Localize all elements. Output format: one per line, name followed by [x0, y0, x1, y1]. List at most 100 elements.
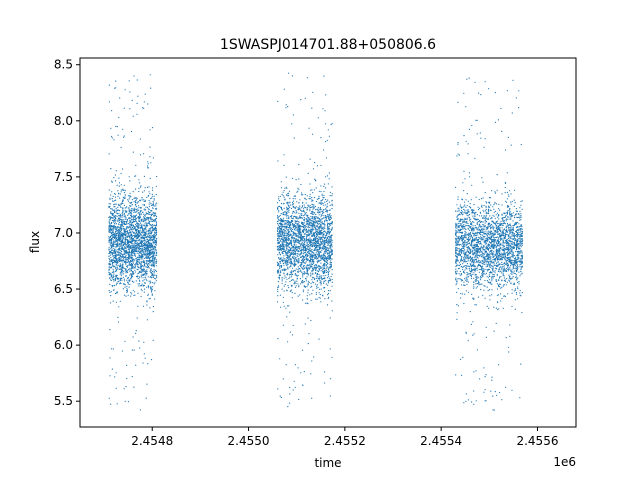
data-point: [156, 237, 158, 240]
data-point: [118, 215, 120, 217]
data-point: [117, 316, 119, 318]
data-point: [128, 232, 130, 234]
data-point: [319, 293, 321, 296]
data-point: [154, 251, 156, 253]
data-point: [286, 231, 288, 233]
data-point: [126, 206, 128, 208]
data-point: [313, 239, 315, 241]
data-point: [289, 311, 291, 313]
data-point: [296, 217, 298, 219]
data-point: [116, 219, 118, 221]
data-point: [129, 195, 131, 197]
data-point: [145, 244, 147, 246]
data-point: [331, 269, 333, 271]
data-point: [111, 254, 113, 256]
data-point: [114, 259, 116, 261]
data-point: [145, 206, 147, 208]
data-point: [294, 207, 296, 209]
data-point: [288, 244, 290, 246]
data-point: [146, 263, 148, 265]
data-point: [109, 252, 111, 254]
data-point: [303, 272, 305, 275]
data-point: [293, 195, 295, 197]
data-point: [328, 253, 330, 255]
data-point: [137, 257, 139, 259]
data-point: [146, 264, 148, 266]
data-point: [122, 208, 124, 210]
data-point: [154, 261, 156, 263]
data-point: [138, 259, 141, 261]
data-point: [151, 226, 154, 228]
data-point: [289, 231, 291, 233]
data-point: [287, 250, 289, 252]
data-point: [112, 195, 114, 197]
data-point: [309, 193, 311, 195]
data-point: [151, 218, 153, 220]
data-point: [130, 219, 133, 221]
data-point: [313, 197, 316, 199]
data-point: [325, 283, 327, 285]
data-point: [144, 214, 146, 216]
data-point: [143, 204, 146, 206]
data-point: [304, 251, 307, 253]
data-point: [284, 226, 286, 228]
data-point: [279, 266, 281, 268]
data-point: [298, 398, 300, 401]
data-point: [134, 264, 136, 266]
data-point: [277, 238, 279, 240]
data-point: [283, 88, 285, 90]
data-point: [141, 232, 143, 234]
data-point: [152, 263, 154, 265]
data-point: [129, 248, 131, 250]
data-point: [145, 213, 147, 216]
data-point: [291, 251, 293, 254]
data-point: [108, 236, 110, 238]
data-point: [138, 190, 140, 193]
data-point: [114, 277, 117, 279]
data-point: [129, 192, 131, 194]
data-point: [110, 257, 112, 259]
data-point: [136, 250, 138, 252]
data-point: [138, 279, 141, 281]
data-point: [295, 238, 297, 240]
data-point: [294, 216, 296, 218]
data-point: [305, 212, 307, 214]
data-point: [137, 258, 139, 261]
data-point: [328, 135, 330, 137]
data-point: [283, 227, 285, 229]
data-point: [288, 192, 290, 194]
data-point: [294, 235, 296, 237]
data-point: [127, 235, 129, 238]
data-point: [321, 221, 323, 223]
data-point: [331, 278, 333, 281]
data-point: [146, 253, 148, 255]
data-point: [325, 268, 327, 270]
data-point: [125, 275, 127, 277]
data-point: [293, 255, 295, 258]
data-point: [110, 248, 112, 250]
data-point: [302, 291, 304, 293]
data-point: [289, 273, 292, 275]
data-point: [325, 217, 327, 219]
data-point: [292, 247, 294, 249]
data-point: [122, 273, 124, 275]
data-point: [320, 137, 322, 139]
data-point: [156, 277, 158, 279]
data-point: [134, 267, 136, 269]
data-point: [312, 251, 314, 253]
data-point: [143, 279, 145, 281]
data-point: [324, 110, 326, 112]
data-point: [144, 282, 146, 284]
data-point: [116, 264, 118, 266]
data-point: [125, 257, 127, 259]
data-point: [305, 228, 307, 230]
data-point: [279, 274, 281, 276]
data-point: [136, 226, 138, 228]
data-point: [327, 266, 329, 268]
data-point: [153, 269, 155, 271]
data-point: [282, 228, 284, 231]
data-point: [109, 329, 111, 331]
data-point: [305, 267, 307, 269]
data-point: [131, 199, 133, 201]
data-point: [148, 267, 150, 269]
